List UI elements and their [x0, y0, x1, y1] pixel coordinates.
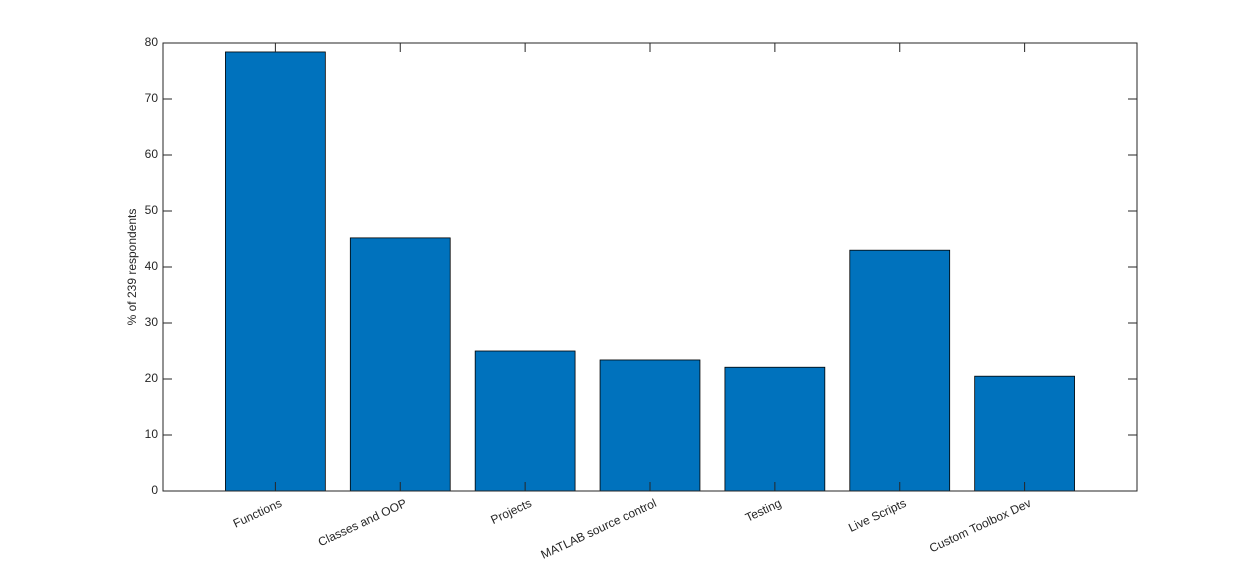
x-tick-label: Live Scripts	[846, 496, 908, 535]
y-tick-label: 0	[151, 483, 158, 497]
x-tick-label: Functions	[231, 496, 284, 531]
y-tick-label: 20	[145, 371, 159, 385]
axes-box	[162, 42, 1138, 492]
y-axis-label: % of 239 respondents	[125, 209, 139, 326]
x-tick-label: MATLAB source control	[539, 496, 659, 562]
bar	[849, 249, 951, 492]
bar	[974, 375, 1075, 492]
bar	[225, 51, 326, 492]
bar	[474, 350, 576, 492]
bar	[599, 359, 701, 492]
bar	[724, 366, 826, 492]
bar	[349, 237, 451, 492]
y-tick-label: 50	[145, 203, 159, 217]
y-tick-label: 70	[145, 91, 159, 105]
x-tick-label: Testing	[743, 496, 783, 525]
y-tick-label: 30	[145, 315, 159, 329]
x-tick-label: Classes and OOP	[316, 496, 409, 549]
y-tick-label: 60	[145, 147, 159, 161]
y-tick-label: 80	[145, 35, 159, 49]
x-tick-label: Custom Toolbox Dev	[927, 496, 1033, 555]
y-tick-label: 40	[145, 259, 159, 273]
x-tick-label: Projects	[489, 496, 534, 527]
y-tick-label: 10	[145, 427, 159, 441]
